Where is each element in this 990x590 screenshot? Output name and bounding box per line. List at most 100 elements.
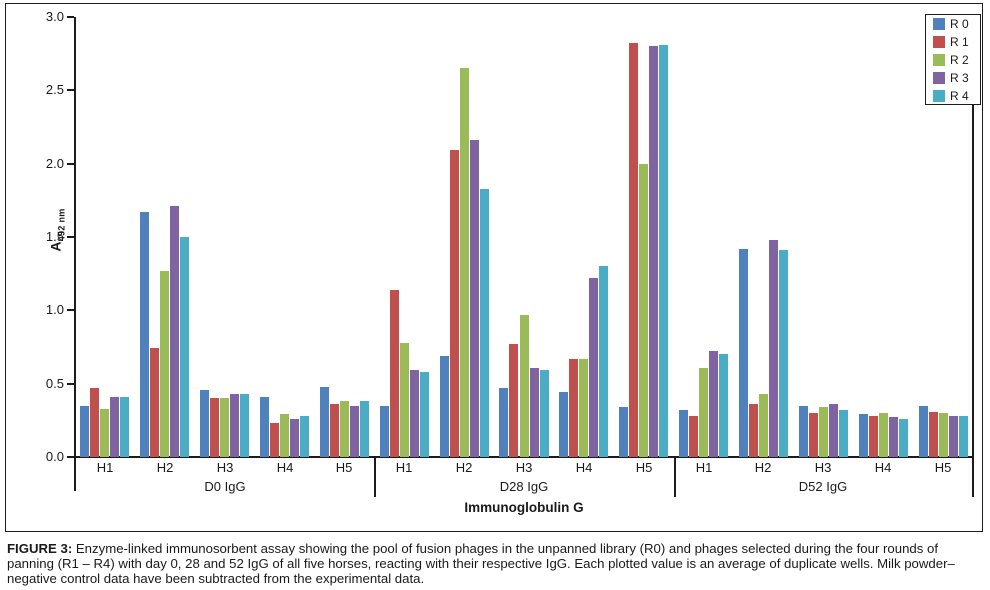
bar-R4-D0-H2	[180, 237, 189, 457]
bar-R0-D28-H3	[499, 388, 508, 457]
bar-R3-D0-H3	[230, 394, 239, 457]
bar-R1-D28-H5	[629, 43, 638, 457]
y-axis-line	[74, 17, 76, 491]
bar-R2-D52-H1	[699, 368, 708, 457]
bar-R3-D28-H4	[589, 278, 598, 457]
category-label: H5	[934, 460, 952, 475]
bar-R4-D52-H4	[899, 419, 908, 457]
section-label: D0 IgG	[204, 479, 246, 494]
bar-R0-D52-H5	[919, 406, 928, 457]
bar-R4-D28-H3	[540, 370, 549, 457]
bar-R2-D28-H1	[400, 343, 409, 457]
bar-R4-D52-H3	[839, 410, 848, 457]
y-tick-label: 1.0	[45, 302, 64, 318]
bar-R1-D52-H5	[929, 412, 938, 457]
figure-caption: FIGURE 3: Enzyme-linked immunosorbent as…	[7, 541, 983, 587]
category-label: H5	[335, 460, 353, 475]
legend-item: R 0	[926, 15, 980, 33]
legend-swatch	[933, 89, 945, 102]
plot-right-border	[972, 17, 974, 497]
bar-R0-D0-H3	[200, 390, 209, 457]
section-label: D52 IgG	[798, 479, 848, 494]
category-label: H2	[754, 460, 772, 475]
bar-R3-D0-H1	[110, 397, 119, 457]
bar-R3-D52-H3	[829, 404, 838, 457]
bar-R4-D52-H5	[959, 416, 968, 457]
bar-R0-D28-H2	[440, 356, 449, 457]
bar-R3-D52-H2	[769, 240, 778, 457]
legend: R 0 R 1 R 2 R 3 R 4	[925, 14, 981, 105]
bar-R3-D28-H1	[410, 370, 419, 457]
bar-R0-D28-H1	[380, 406, 389, 457]
bar-R1-D0-H5	[330, 404, 339, 457]
bar-R0-D52-H1	[679, 410, 688, 457]
y-tick-mark	[67, 456, 74, 458]
bar-R1-D28-H2	[450, 150, 459, 457]
y-tick-mark	[67, 162, 74, 165]
bar-R0-D28-H4	[559, 392, 568, 457]
y-tick-label: 0.0	[45, 449, 64, 464]
bar-R0-D52-H4	[859, 414, 868, 457]
legend-item: R 2	[926, 51, 980, 69]
bar-R3-D0-H2	[170, 206, 179, 457]
legend-swatch	[933, 71, 945, 84]
x-axis-title: Immunoglobulin G	[464, 500, 584, 515]
bar-R2-D0-H5	[340, 401, 349, 457]
legend-label: R 4	[950, 88, 969, 103]
category-label: H1	[96, 460, 114, 475]
bar-R1-D52-H3	[809, 413, 818, 457]
category-label: H4	[575, 460, 593, 475]
category-label: H2	[455, 460, 473, 475]
y-tick-label: 0.5	[45, 375, 64, 391]
bar-R1-D0-H4	[270, 423, 279, 457]
bar-R2-D52-H4	[879, 413, 888, 457]
bar-R2-D28-H5	[639, 164, 648, 457]
bar-R1-D28-H1	[390, 290, 399, 457]
bar-R2-D52-H2	[759, 394, 768, 457]
bar-R0-D0-H2	[140, 212, 149, 457]
category-label: H4	[276, 460, 294, 475]
bar-R4-D28-H1	[420, 372, 429, 457]
y-tick-mark	[67, 309, 74, 312]
bar-R3-D28-H3	[530, 368, 539, 457]
legend-item: R 3	[926, 69, 980, 87]
legend-label: R 1	[950, 34, 969, 49]
bar-R0-D0-H4	[260, 397, 269, 457]
bar-R0-D28-H5	[619, 407, 628, 457]
y-tick-mark	[67, 89, 74, 92]
legend-item: R 4	[926, 87, 980, 105]
category-label: H5	[635, 460, 653, 475]
bar-R3-D52-H1	[709, 351, 718, 457]
category-label: H3	[515, 460, 533, 475]
bar-R2-D0-H3	[220, 398, 229, 457]
bar-R2-D28-H2	[460, 68, 469, 457]
bar-R4-D28-H5	[659, 45, 668, 457]
category-label: H4	[874, 460, 892, 475]
bar-R2-D28-H3	[520, 315, 529, 457]
bar-R4-D0-H3	[240, 394, 249, 457]
bar-R2-D52-H5	[939, 413, 948, 457]
bar-R0-D52-H3	[799, 406, 808, 457]
bar-R3-D52-H4	[889, 417, 898, 457]
category-label: H2	[156, 460, 174, 475]
legend-label: R 3	[950, 70, 969, 85]
bar-R1-D28-H3	[509, 344, 518, 457]
bar-R4-D28-H2	[480, 189, 489, 457]
y-tick-mark	[67, 236, 74, 238]
bar-R3-D0-H4	[290, 419, 299, 457]
legend-label: R 0	[950, 16, 969, 31]
category-label: H3	[814, 460, 832, 475]
caption-text: Enzyme-linked immunosorbent assay showin…	[7, 541, 955, 587]
y-tick-label: 1.5	[45, 229, 64, 244]
bar-R0-D0-H5	[320, 387, 329, 457]
bar-R2-D52-H3	[819, 407, 828, 457]
bar-R3-D28-H2	[470, 140, 479, 457]
legend-items: R 0 R 1 R 2 R 3 R 4	[926, 15, 980, 105]
bar-R0-D52-H2	[739, 249, 748, 457]
legend-swatch	[933, 35, 945, 48]
x-axis-line	[74, 456, 974, 458]
bar-R2-D0-H1	[100, 409, 109, 457]
bar-R1-D0-H1	[90, 388, 99, 457]
section-label: D28 IgG	[499, 479, 549, 494]
